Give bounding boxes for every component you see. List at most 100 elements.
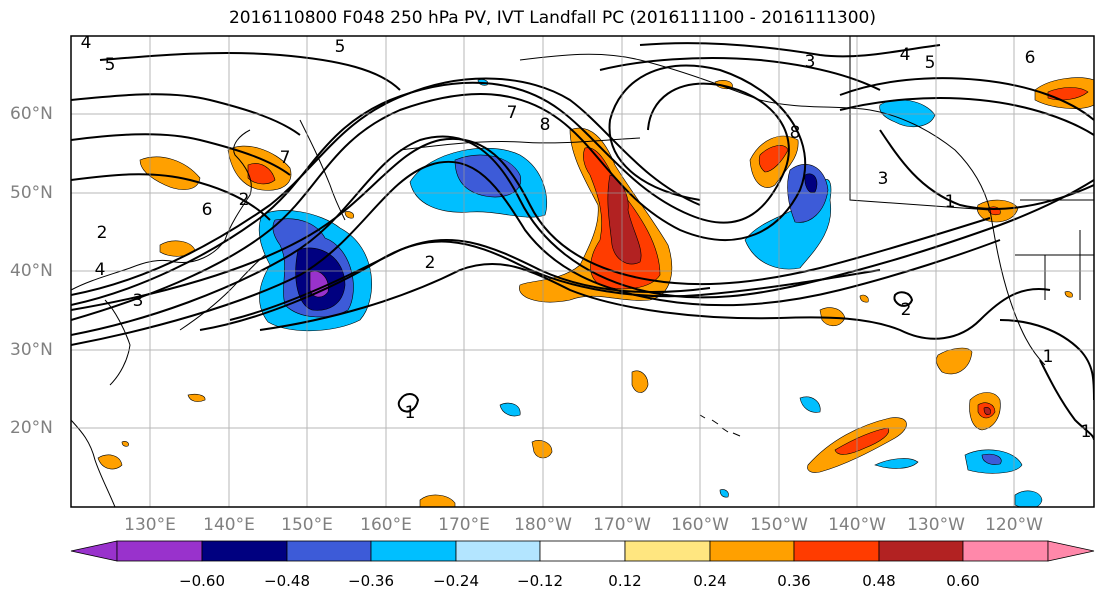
- colorbar-extend-left: [70, 540, 118, 562]
- contour-arctic: [639, 42, 941, 58]
- colorbar-bin: [286, 540, 372, 562]
- darkred-patch-central-pacific: [607, 174, 642, 265]
- midblue-patch-tropics-1: [981, 453, 1002, 465]
- contour-north-4: [71, 173, 271, 221]
- lon-label: 120°W: [985, 515, 1043, 535]
- blue-patch-alaska: [879, 99, 936, 128]
- contour-label: 8: [540, 115, 551, 135]
- contour-label: 3: [133, 291, 144, 311]
- contour-trough-2: [71, 160, 1001, 346]
- na-west-coast: [989, 209, 1046, 366]
- blue-patch-tropics-5: [1014, 490, 1043, 507]
- contour-label: 4: [81, 33, 92, 53]
- orange-patch-subtropic-2: [936, 347, 973, 375]
- orange-patch-small-4: [859, 294, 869, 303]
- colorbar-tick-label: −0.36: [348, 572, 394, 590]
- colorbar-bin: [793, 540, 880, 562]
- contour-label: 1: [405, 403, 416, 423]
- blue-patch-tropics-3: [499, 402, 521, 417]
- red-patch-arctic: [1047, 87, 1089, 101]
- hawaii: [699, 414, 741, 437]
- contour-label: 1: [1043, 347, 1054, 367]
- lat-label: 50°N: [10, 183, 53, 203]
- lon-label: 170°E: [438, 515, 490, 535]
- contour-label: 2: [425, 253, 436, 273]
- lat-label: 20°N: [10, 418, 53, 438]
- contour-label: 5: [925, 53, 936, 73]
- lon-label: 140°W: [828, 515, 886, 535]
- contour-east-trough: [879, 129, 1094, 210]
- map-frame: [70, 35, 1095, 508]
- contour-closed-small-2: [893, 291, 914, 307]
- contour-arctic-2: [599, 57, 881, 91]
- china-coast: [71, 419, 116, 507]
- orange-patch-small-5: [1064, 291, 1073, 298]
- japan-coast: [179, 254, 266, 331]
- contour-jet-1: [199, 240, 881, 331]
- coastlines: [71, 36, 1094, 507]
- colorbar-bin: [201, 540, 288, 562]
- orange-patch-tropics-5: [531, 440, 553, 459]
- blue-patch-tropics-4: [799, 396, 821, 413]
- contour-trough-3: [71, 137, 991, 311]
- contour-north-2: [71, 93, 301, 136]
- colorbar-bin: [709, 540, 795, 562]
- gulf-alaska-coast: [869, 109, 991, 211]
- contour-label: 1: [1081, 422, 1092, 442]
- alaska-coast: [519, 53, 871, 111]
- lon-label: 140°E: [203, 515, 255, 535]
- contour-north-3: [71, 133, 291, 176]
- orange-patch-small-1: [344, 211, 355, 219]
- darkred-patch-tropics-2: [983, 407, 991, 415]
- contour-trough-1: [71, 135, 1094, 336]
- blue-patch-tropics-2: [874, 458, 919, 469]
- contour-label: 7: [507, 103, 518, 123]
- aleutian-arc: [399, 137, 641, 151]
- lon-label: 130°E: [124, 515, 176, 535]
- lon-label: 150°W: [750, 515, 808, 535]
- contour-labels: 4 5 5 3 4 5 6 7 8 8 7 6 4 2 2 3 2 3 1 2 …: [81, 33, 1092, 442]
- contour-east-ridge: [839, 77, 1094, 121]
- orange-patch-tropics-4: [187, 393, 206, 402]
- colorbar-bin: [370, 540, 457, 562]
- contour-label: 4: [95, 260, 106, 280]
- colorbar-tick-label: 0.12: [608, 572, 642, 590]
- contour-label: 6: [1025, 48, 1036, 68]
- contour-ridge-1: [71, 64, 807, 321]
- contour-na-south-2: [1039, 359, 1094, 441]
- colorbar-tick-label: 0.24: [693, 572, 727, 590]
- contour-north-1: [99, 51, 401, 91]
- korea-coast: [104, 299, 131, 386]
- contour-east-ridge-2: [839, 97, 1094, 136]
- contour-closed-small-1: [397, 393, 420, 413]
- contour-label: 6: [202, 200, 213, 220]
- colorbar-bin: [539, 540, 626, 562]
- colorbar-bin: [455, 540, 541, 562]
- colorbar: [70, 540, 1095, 562]
- lon-label: 170°W: [593, 515, 651, 535]
- colorbar-extend-right: [1047, 540, 1095, 562]
- colorbar-tick-label: 0.60: [946, 572, 980, 590]
- lat-label: 40°N: [10, 261, 53, 281]
- contour-label: 5: [335, 37, 346, 57]
- colorbar-bin: [624, 540, 711, 562]
- red-patch-japan-north: [247, 163, 276, 185]
- lon-label: 160°E: [360, 515, 412, 535]
- lat-label: 60°N: [10, 104, 53, 124]
- colorbar-tick-label: 0.48: [862, 572, 896, 590]
- kamchatka-coast: [299, 119, 346, 221]
- gridlines: [71, 36, 1094, 507]
- lon-label: 130°W: [907, 515, 965, 535]
- pv-contours: [71, 42, 1094, 441]
- colorbar-tick-label: −0.24: [433, 572, 479, 590]
- lon-label: 150°E: [281, 515, 333, 535]
- map-area: 4 5 5 3 4 5 6 7 8 8 7 6 4 2 2 3 2 3 1 2 …: [71, 33, 1094, 507]
- orange-patch-tropics-7: [97, 454, 123, 470]
- colorbar-tick-label: −0.48: [264, 572, 310, 590]
- figure-title: 2016110800 F048 250 hPa PV, IVT Landfall…: [228, 8, 876, 28]
- contour-label: 3: [805, 52, 816, 72]
- contour-south: [259, 262, 1051, 340]
- red-patch-tropics-1: [834, 427, 890, 455]
- colorbar-bin: [878, 540, 964, 562]
- contour-label: 1: [945, 192, 956, 212]
